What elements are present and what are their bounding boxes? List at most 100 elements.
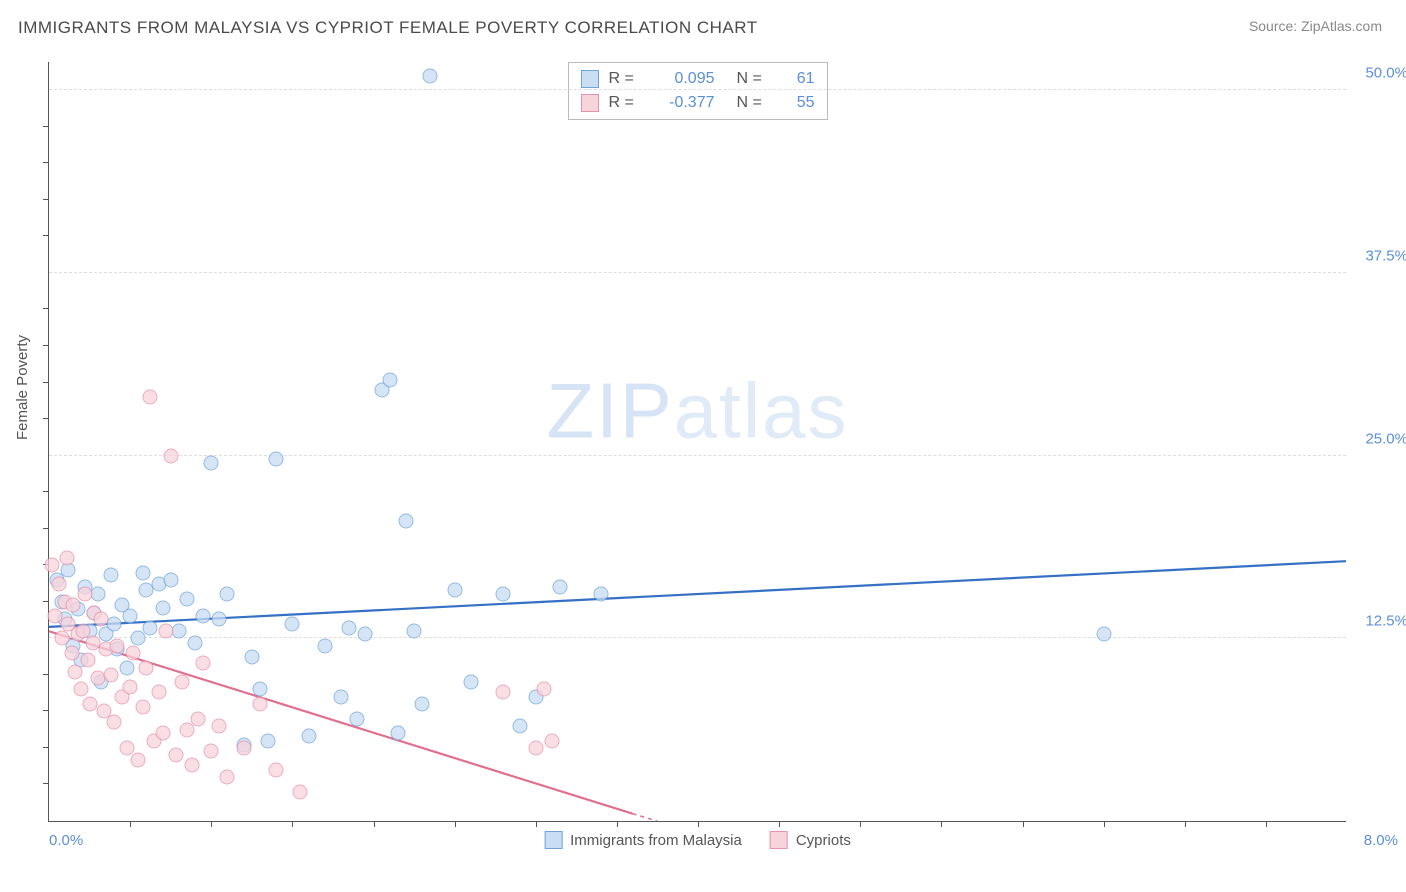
y-tick bbox=[43, 308, 49, 309]
y-tick bbox=[43, 528, 49, 529]
y-tick-label: 12.5% bbox=[1365, 613, 1406, 630]
x-tick bbox=[1023, 821, 1024, 827]
data-point bbox=[179, 723, 194, 738]
data-point bbox=[142, 390, 157, 405]
data-point bbox=[142, 621, 157, 636]
data-point bbox=[175, 675, 190, 690]
data-point bbox=[204, 455, 219, 470]
data-point bbox=[59, 550, 74, 565]
data-point bbox=[1096, 626, 1111, 641]
data-point bbox=[74, 682, 89, 697]
y-tick bbox=[43, 345, 49, 346]
chart-title: IMMIGRANTS FROM MALAYSIA VS CYPRIOT FEMA… bbox=[18, 18, 758, 38]
series-legend: Immigrants from Malaysia Cypriots bbox=[544, 831, 851, 849]
x-tick bbox=[860, 821, 861, 827]
r-label: R = bbox=[609, 94, 641, 112]
data-point bbox=[188, 635, 203, 650]
legend-label: Cypriots bbox=[796, 832, 851, 849]
data-point bbox=[390, 726, 405, 741]
y-tick-label: 50.0% bbox=[1365, 65, 1406, 82]
y-tick-label: 25.0% bbox=[1365, 430, 1406, 447]
x-tick bbox=[536, 821, 537, 827]
data-point bbox=[123, 609, 138, 624]
data-point bbox=[126, 645, 141, 660]
data-point bbox=[171, 624, 186, 639]
data-point bbox=[236, 740, 251, 755]
legend-swatch bbox=[770, 831, 788, 849]
data-point bbox=[415, 697, 430, 712]
y-tick bbox=[43, 601, 49, 602]
data-point bbox=[244, 650, 259, 665]
data-point bbox=[220, 587, 235, 602]
data-point bbox=[382, 372, 397, 387]
x-tick bbox=[374, 821, 375, 827]
r-label: R = bbox=[609, 70, 641, 88]
data-point bbox=[536, 682, 551, 697]
data-point bbox=[168, 748, 183, 763]
y-tick bbox=[43, 491, 49, 492]
data-point bbox=[496, 587, 511, 602]
source-attribution: Source: ZipAtlas.com bbox=[1249, 18, 1382, 34]
data-point bbox=[212, 719, 227, 734]
data-point bbox=[285, 616, 300, 631]
data-point bbox=[593, 587, 608, 602]
data-point bbox=[204, 743, 219, 758]
scatter-plot: ZIPatlas R =0.095N =61R =-0.377N =55 Imm… bbox=[48, 62, 1346, 822]
y-tick bbox=[43, 783, 49, 784]
data-point bbox=[119, 660, 134, 675]
n-label: N = bbox=[737, 94, 769, 112]
data-point bbox=[163, 572, 178, 587]
data-point bbox=[191, 711, 206, 726]
data-point bbox=[103, 667, 118, 682]
data-point bbox=[212, 612, 227, 627]
y-tick bbox=[43, 382, 49, 383]
data-point bbox=[196, 609, 211, 624]
data-point bbox=[110, 638, 125, 653]
y-tick bbox=[43, 710, 49, 711]
trend-lines-layer bbox=[49, 62, 1346, 821]
gridline bbox=[49, 89, 1346, 90]
legend-item: Immigrants from Malaysia bbox=[544, 831, 742, 849]
data-point bbox=[45, 558, 60, 573]
data-point bbox=[463, 675, 478, 690]
x-tick bbox=[292, 821, 293, 827]
y-tick bbox=[43, 747, 49, 748]
data-point bbox=[139, 660, 154, 675]
data-point bbox=[252, 682, 267, 697]
x-tick bbox=[617, 821, 618, 827]
data-point bbox=[196, 656, 211, 671]
data-point bbox=[269, 451, 284, 466]
data-point bbox=[342, 621, 357, 636]
r-value: 0.095 bbox=[651, 70, 715, 88]
data-point bbox=[220, 770, 235, 785]
data-point bbox=[350, 711, 365, 726]
x-tick bbox=[1185, 821, 1186, 827]
data-point bbox=[77, 587, 92, 602]
data-point bbox=[82, 697, 97, 712]
n-label: N = bbox=[737, 70, 769, 88]
y-tick bbox=[43, 235, 49, 236]
legend-label: Immigrants from Malaysia bbox=[570, 832, 742, 849]
data-point bbox=[496, 685, 511, 700]
data-point bbox=[553, 580, 568, 595]
data-point bbox=[51, 577, 66, 592]
data-point bbox=[106, 714, 121, 729]
legend-row: R =-0.377N =55 bbox=[581, 91, 815, 115]
x-tick bbox=[779, 821, 780, 827]
legend-swatch bbox=[581, 70, 599, 88]
legend-row: R =0.095N =61 bbox=[581, 67, 815, 91]
data-point bbox=[423, 68, 438, 83]
y-tick bbox=[43, 199, 49, 200]
y-tick bbox=[43, 162, 49, 163]
x-axis-max-label: 8.0% bbox=[1364, 832, 1398, 849]
data-point bbox=[528, 740, 543, 755]
data-point bbox=[106, 616, 121, 631]
data-point bbox=[123, 679, 138, 694]
x-tick bbox=[1104, 821, 1105, 827]
correlation-legend: R =0.095N =61R =-0.377N =55 bbox=[568, 62, 828, 120]
x-tick bbox=[1266, 821, 1267, 827]
data-point bbox=[447, 583, 462, 598]
data-point bbox=[155, 600, 170, 615]
data-point bbox=[131, 752, 146, 767]
y-tick bbox=[43, 674, 49, 675]
